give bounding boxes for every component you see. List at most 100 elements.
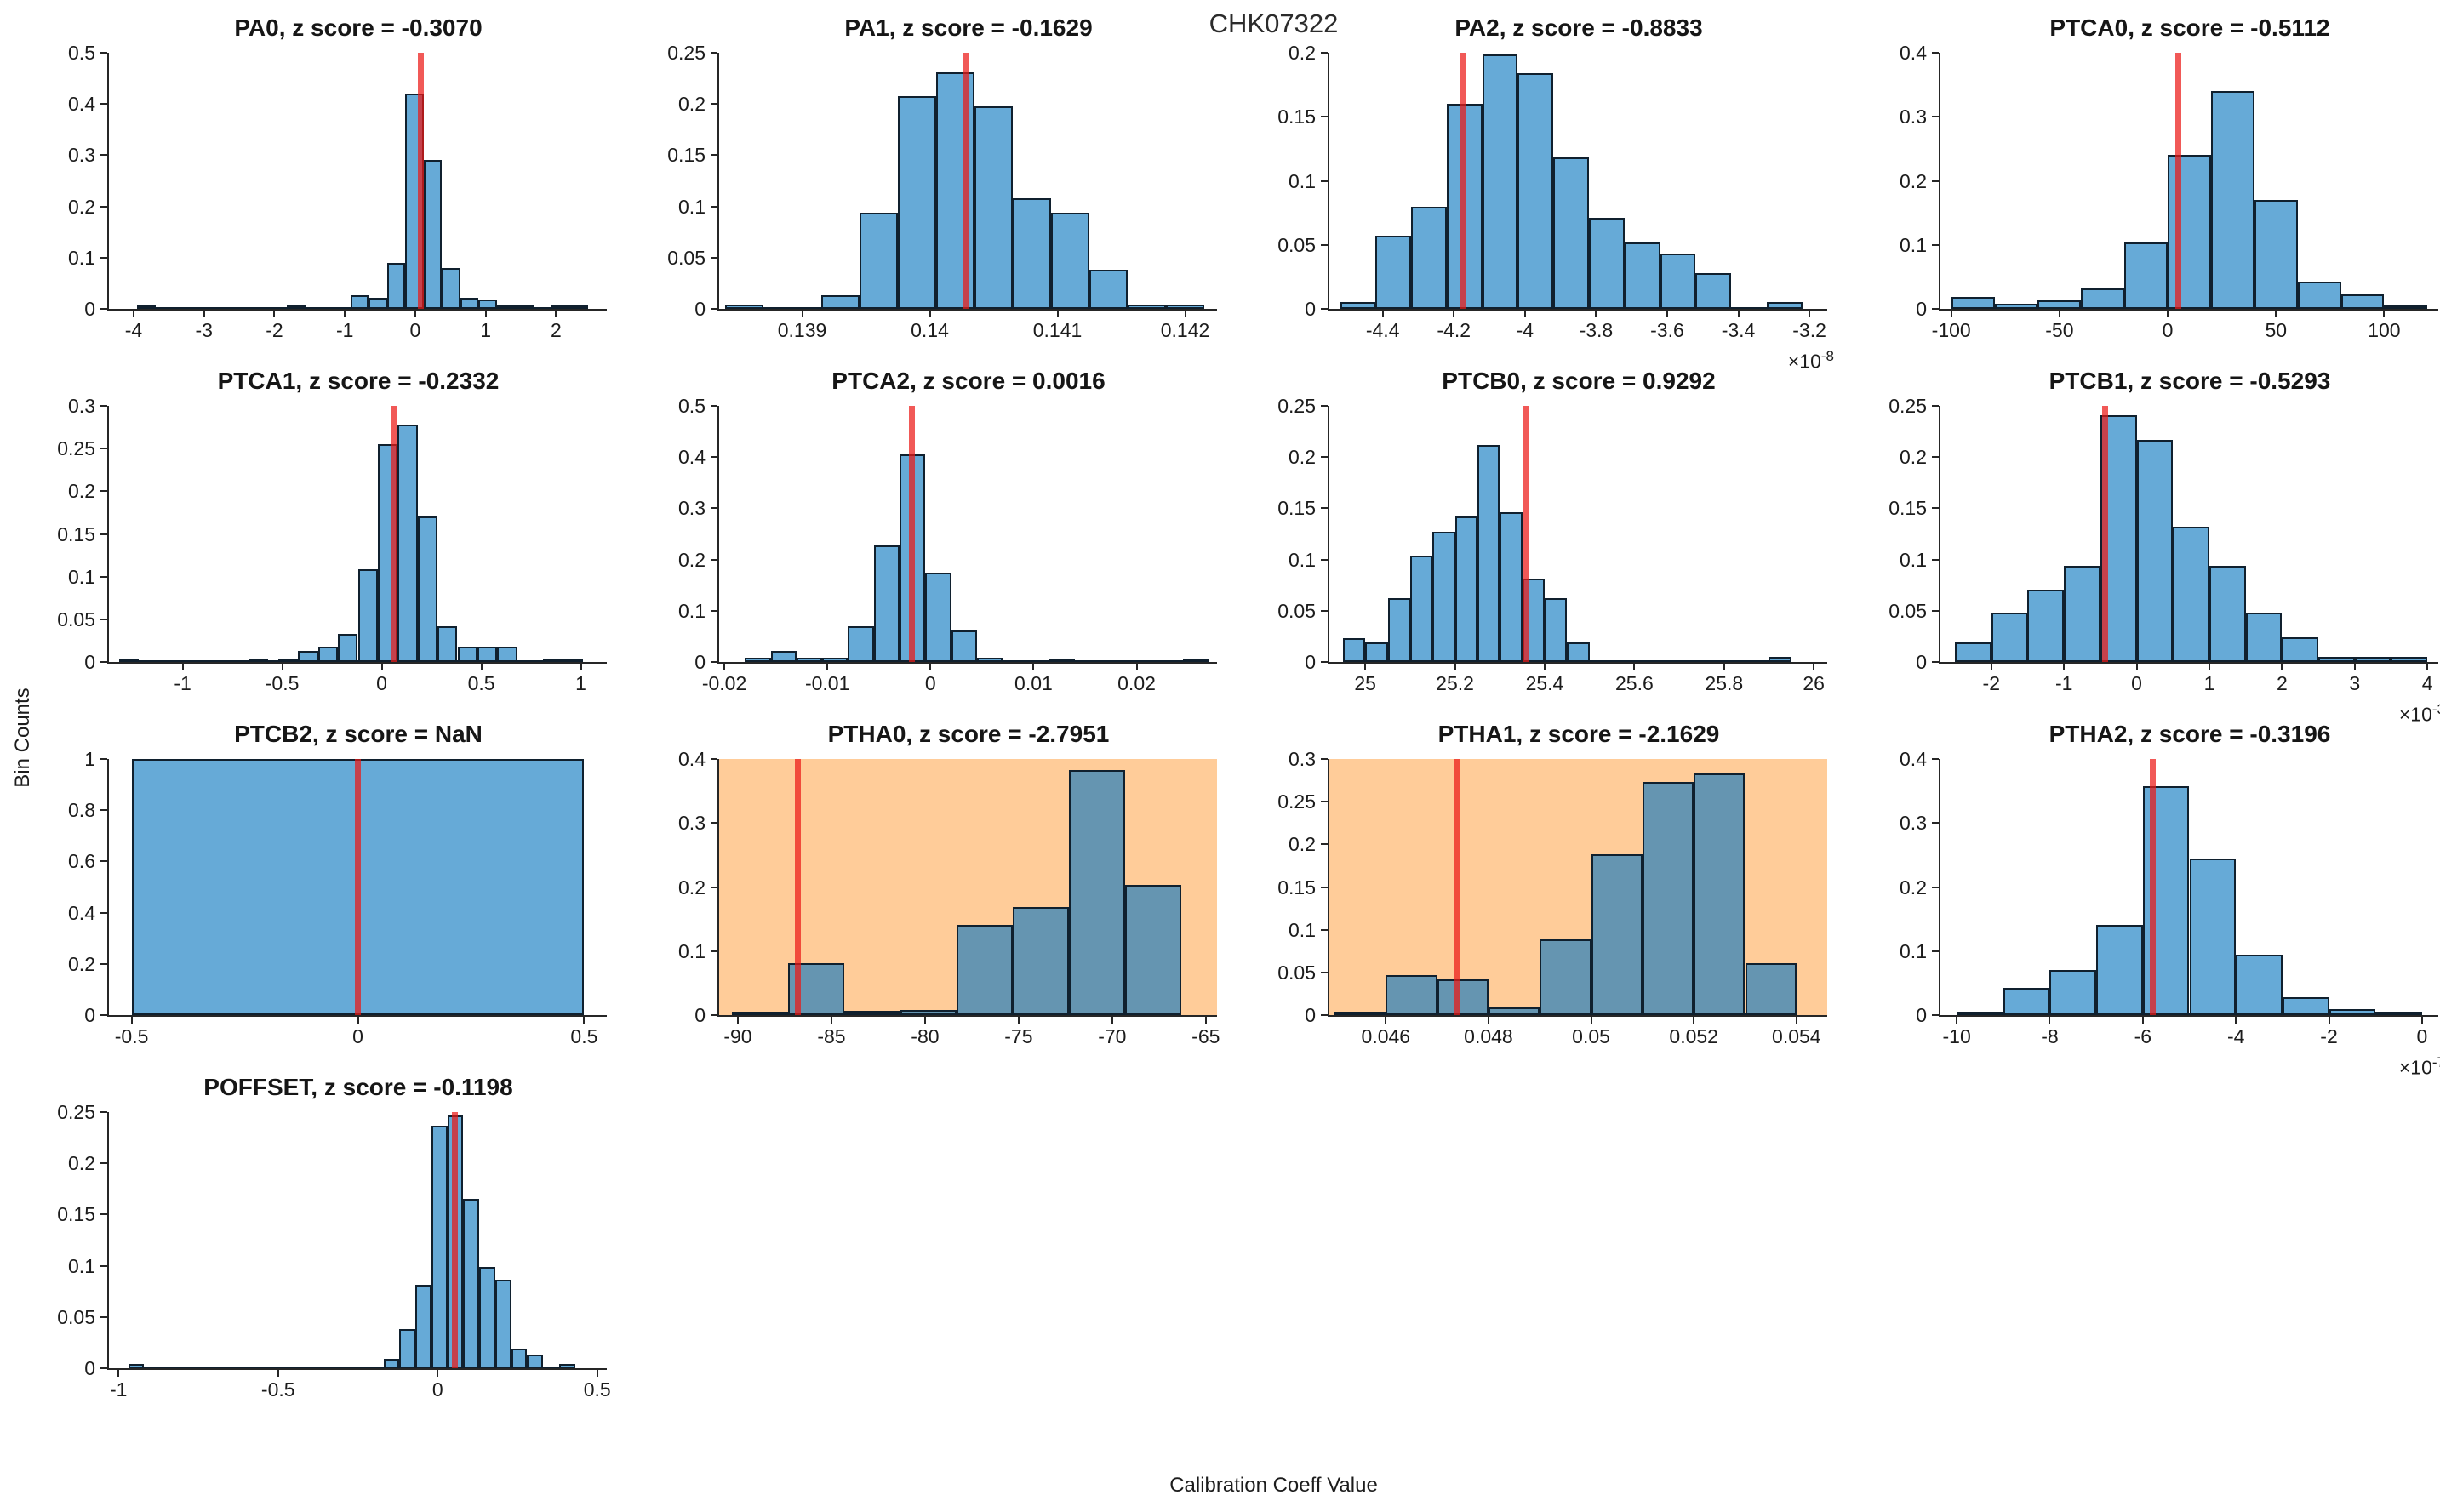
y-tick-label: 0.1 [678, 599, 706, 622]
x-tick-mark [580, 664, 582, 670]
y-tick-mark [1932, 243, 1939, 246]
histogram-baseline [1955, 660, 2428, 662]
histogram-bar [1069, 769, 1126, 1015]
histogram-bar [925, 573, 951, 662]
histogram-bar [2173, 527, 2209, 662]
x-tick-label: 3 [2349, 672, 2361, 694]
x-tick-label: 4 [2421, 672, 2433, 694]
histogram-bar [397, 425, 418, 662]
y-tick-mark [1321, 801, 1328, 803]
y-tick-label: 0.2 [68, 195, 95, 218]
y-tick-mark [1932, 1014, 1939, 1016]
subplot-title: PTCA1, z score = -0.2332 [217, 368, 500, 394]
histogram-bar [399, 1329, 415, 1368]
histogram-bar [1387, 598, 1410, 662]
histogram-bar [2136, 439, 2174, 662]
x-tick-label: 1 [575, 672, 586, 694]
y-tick-label: 0.15 [1889, 497, 1927, 520]
y-axis-line [1939, 53, 1940, 311]
x-tick-mark [923, 1017, 926, 1024]
y-tick-label: 0.15 [57, 1203, 95, 1226]
x-tick-mark [2383, 311, 2386, 317]
y-tick-label: 0 [1916, 651, 1927, 673]
y-tick-label: 0.1 [1289, 918, 1316, 941]
y-tick-mark [711, 308, 717, 310]
x-tick-label: 0.05 [1572, 1025, 1610, 1047]
z-score-marker-line [908, 406, 915, 662]
x-axis-line [1939, 309, 2438, 311]
x-tick-label: 0.048 [1464, 1025, 1513, 1047]
x-tick-label: -3.8 [1579, 319, 1614, 341]
x-tick-label: 25.6 [1614, 672, 1654, 694]
y-tick-mark [1321, 609, 1328, 612]
y-tick-mark [1932, 116, 1939, 118]
y-tick-mark [1321, 308, 1328, 310]
y-tick-label: 0.15 [667, 144, 706, 167]
x-tick-label: 0 [431, 1378, 443, 1401]
x-tick-mark [2328, 1017, 2330, 1024]
histogram-bar [1454, 516, 1477, 662]
y-tick-label: 0.05 [57, 1305, 95, 1328]
x-tick-mark [1017, 1017, 1020, 1024]
x-tick-mark [801, 311, 803, 317]
y-tick-label: 0.05 [1277, 961, 1316, 984]
x-tick-mark [2167, 311, 2169, 317]
y-tick-mark [1321, 1014, 1328, 1016]
y-tick-mark [1932, 822, 1939, 824]
x-tick-mark [583, 1017, 586, 1024]
x-axis-multiplier: ×10-3 [2399, 701, 2440, 727]
x-tick-label: 25.8 [1705, 672, 1744, 694]
x-tick-label: -2 [1982, 672, 2000, 694]
y-axis-line [1939, 406, 1940, 664]
x-tick-label: 0.141 [1032, 319, 1083, 341]
y-tick-label: 0.15 [1277, 106, 1316, 128]
y-tick-label: 0.2 [1289, 833, 1316, 856]
y-tick-label: 0.4 [678, 748, 706, 770]
y-tick-label: 0 [1305, 1004, 1316, 1026]
histogram-bar [386, 262, 406, 309]
histogram-PTCA0: PTCA0, z score = -0.5112 0 0.1 0.2 0.3 0.4 -10… [1900, 14, 2438, 341]
histogram-bar [2168, 155, 2211, 309]
x-tick-mark [203, 311, 205, 317]
histogram-baseline [1340, 307, 1803, 309]
histogram-bar [1642, 782, 1694, 1015]
y-tick-label: 0.3 [678, 812, 706, 835]
y-axis-line [107, 406, 109, 664]
y-tick-label: 0.3 [678, 497, 706, 520]
x-tick-mark [1032, 664, 1035, 670]
plot-area: 0 0.1 0.2 0.3 0.4 -10 -8 -6 -4 -2 0 ×10-7 [1900, 748, 2440, 1079]
x-tick-label: -0.02 [701, 672, 747, 694]
y-tick-mark [100, 962, 107, 965]
histogram-bar [1013, 197, 1051, 309]
y-tick-mark [100, 1367, 107, 1369]
y-tick-mark [1321, 661, 1328, 663]
y-tick-label: 0 [84, 1357, 95, 1379]
x-tick-mark [1543, 664, 1546, 670]
y-tick-label: 0 [694, 1004, 706, 1026]
subplot-title: PTCB0, z score = 0.9292 [1442, 368, 1716, 394]
y-tick-label: 0.25 [1277, 395, 1316, 417]
histogram-bar [1051, 212, 1089, 309]
x-tick-label: 1 [2203, 672, 2215, 694]
x-tick-label: 26 [1803, 672, 1825, 694]
y-tick-mark [711, 507, 717, 510]
subplot-title: PTHA0, z score = -2.7951 [827, 721, 1110, 747]
y-axis-line [107, 1112, 109, 1370]
x-tick-mark [1990, 664, 1992, 670]
y-tick-label: 0.15 [1277, 497, 1316, 520]
y-tick-label: 0.2 [678, 876, 706, 899]
subplot-title: PTCA2, z score = 0.0016 [831, 368, 1106, 394]
y-tick-label: 0.2 [1289, 42, 1316, 64]
histogram-PTCA2: PTCA2, z score = 0.0016 0 0.1 0.2 0.3 0.4 0.5 -… [678, 368, 1217, 694]
y-tick-label: 0.4 [678, 446, 706, 469]
y-tick-label: 0.25 [57, 437, 95, 460]
histogram-bar [1365, 642, 1388, 662]
x-tick-label: -3.6 [1650, 319, 1684, 341]
x-tick-label: 0.14 [911, 319, 949, 341]
y-tick-label: 0.5 [678, 395, 706, 417]
y-tick-label: 0.1 [68, 565, 95, 588]
histogram-bar [511, 1349, 528, 1368]
x-tick-label: -10 [1942, 1025, 1971, 1047]
x-tick-label: -0.5 [260, 1378, 295, 1401]
